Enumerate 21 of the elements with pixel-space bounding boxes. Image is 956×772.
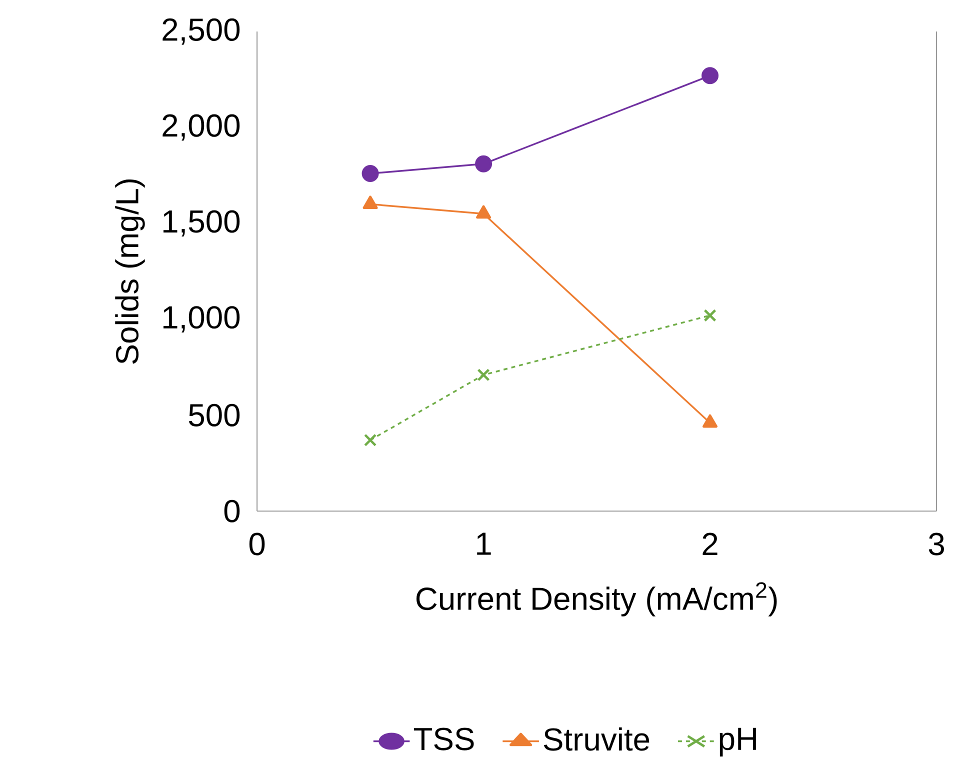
y-tick-label: 2,500 [162,18,240,45]
point [475,155,492,172]
x-tick-label: 1 [477,532,491,555]
legend-label: pH [720,728,756,756]
x-tick-label: 3 [928,532,944,556]
y-tick-label: 1,000 [163,306,240,332]
y-axis-title: Solids (mg/L) [115,179,145,364]
legend-label: TSS [414,728,474,750]
point [704,309,716,322]
y-tick-label: 1,500 [163,210,240,236]
point [364,434,377,446]
x-tick-label: 0 [249,532,265,556]
y-tick-label: 500 [188,404,240,426]
point [362,164,379,182]
y-tick-label: 0 [224,500,240,522]
y-tick-label: 2,000 [162,114,240,141]
point [702,67,719,84]
x-axis-title: Current Density (mA/cm$^{2}$) [416,582,777,616]
x-tick-label: 2 [702,532,718,555]
legend-label: Struvite [544,727,650,751]
point [477,368,490,382]
